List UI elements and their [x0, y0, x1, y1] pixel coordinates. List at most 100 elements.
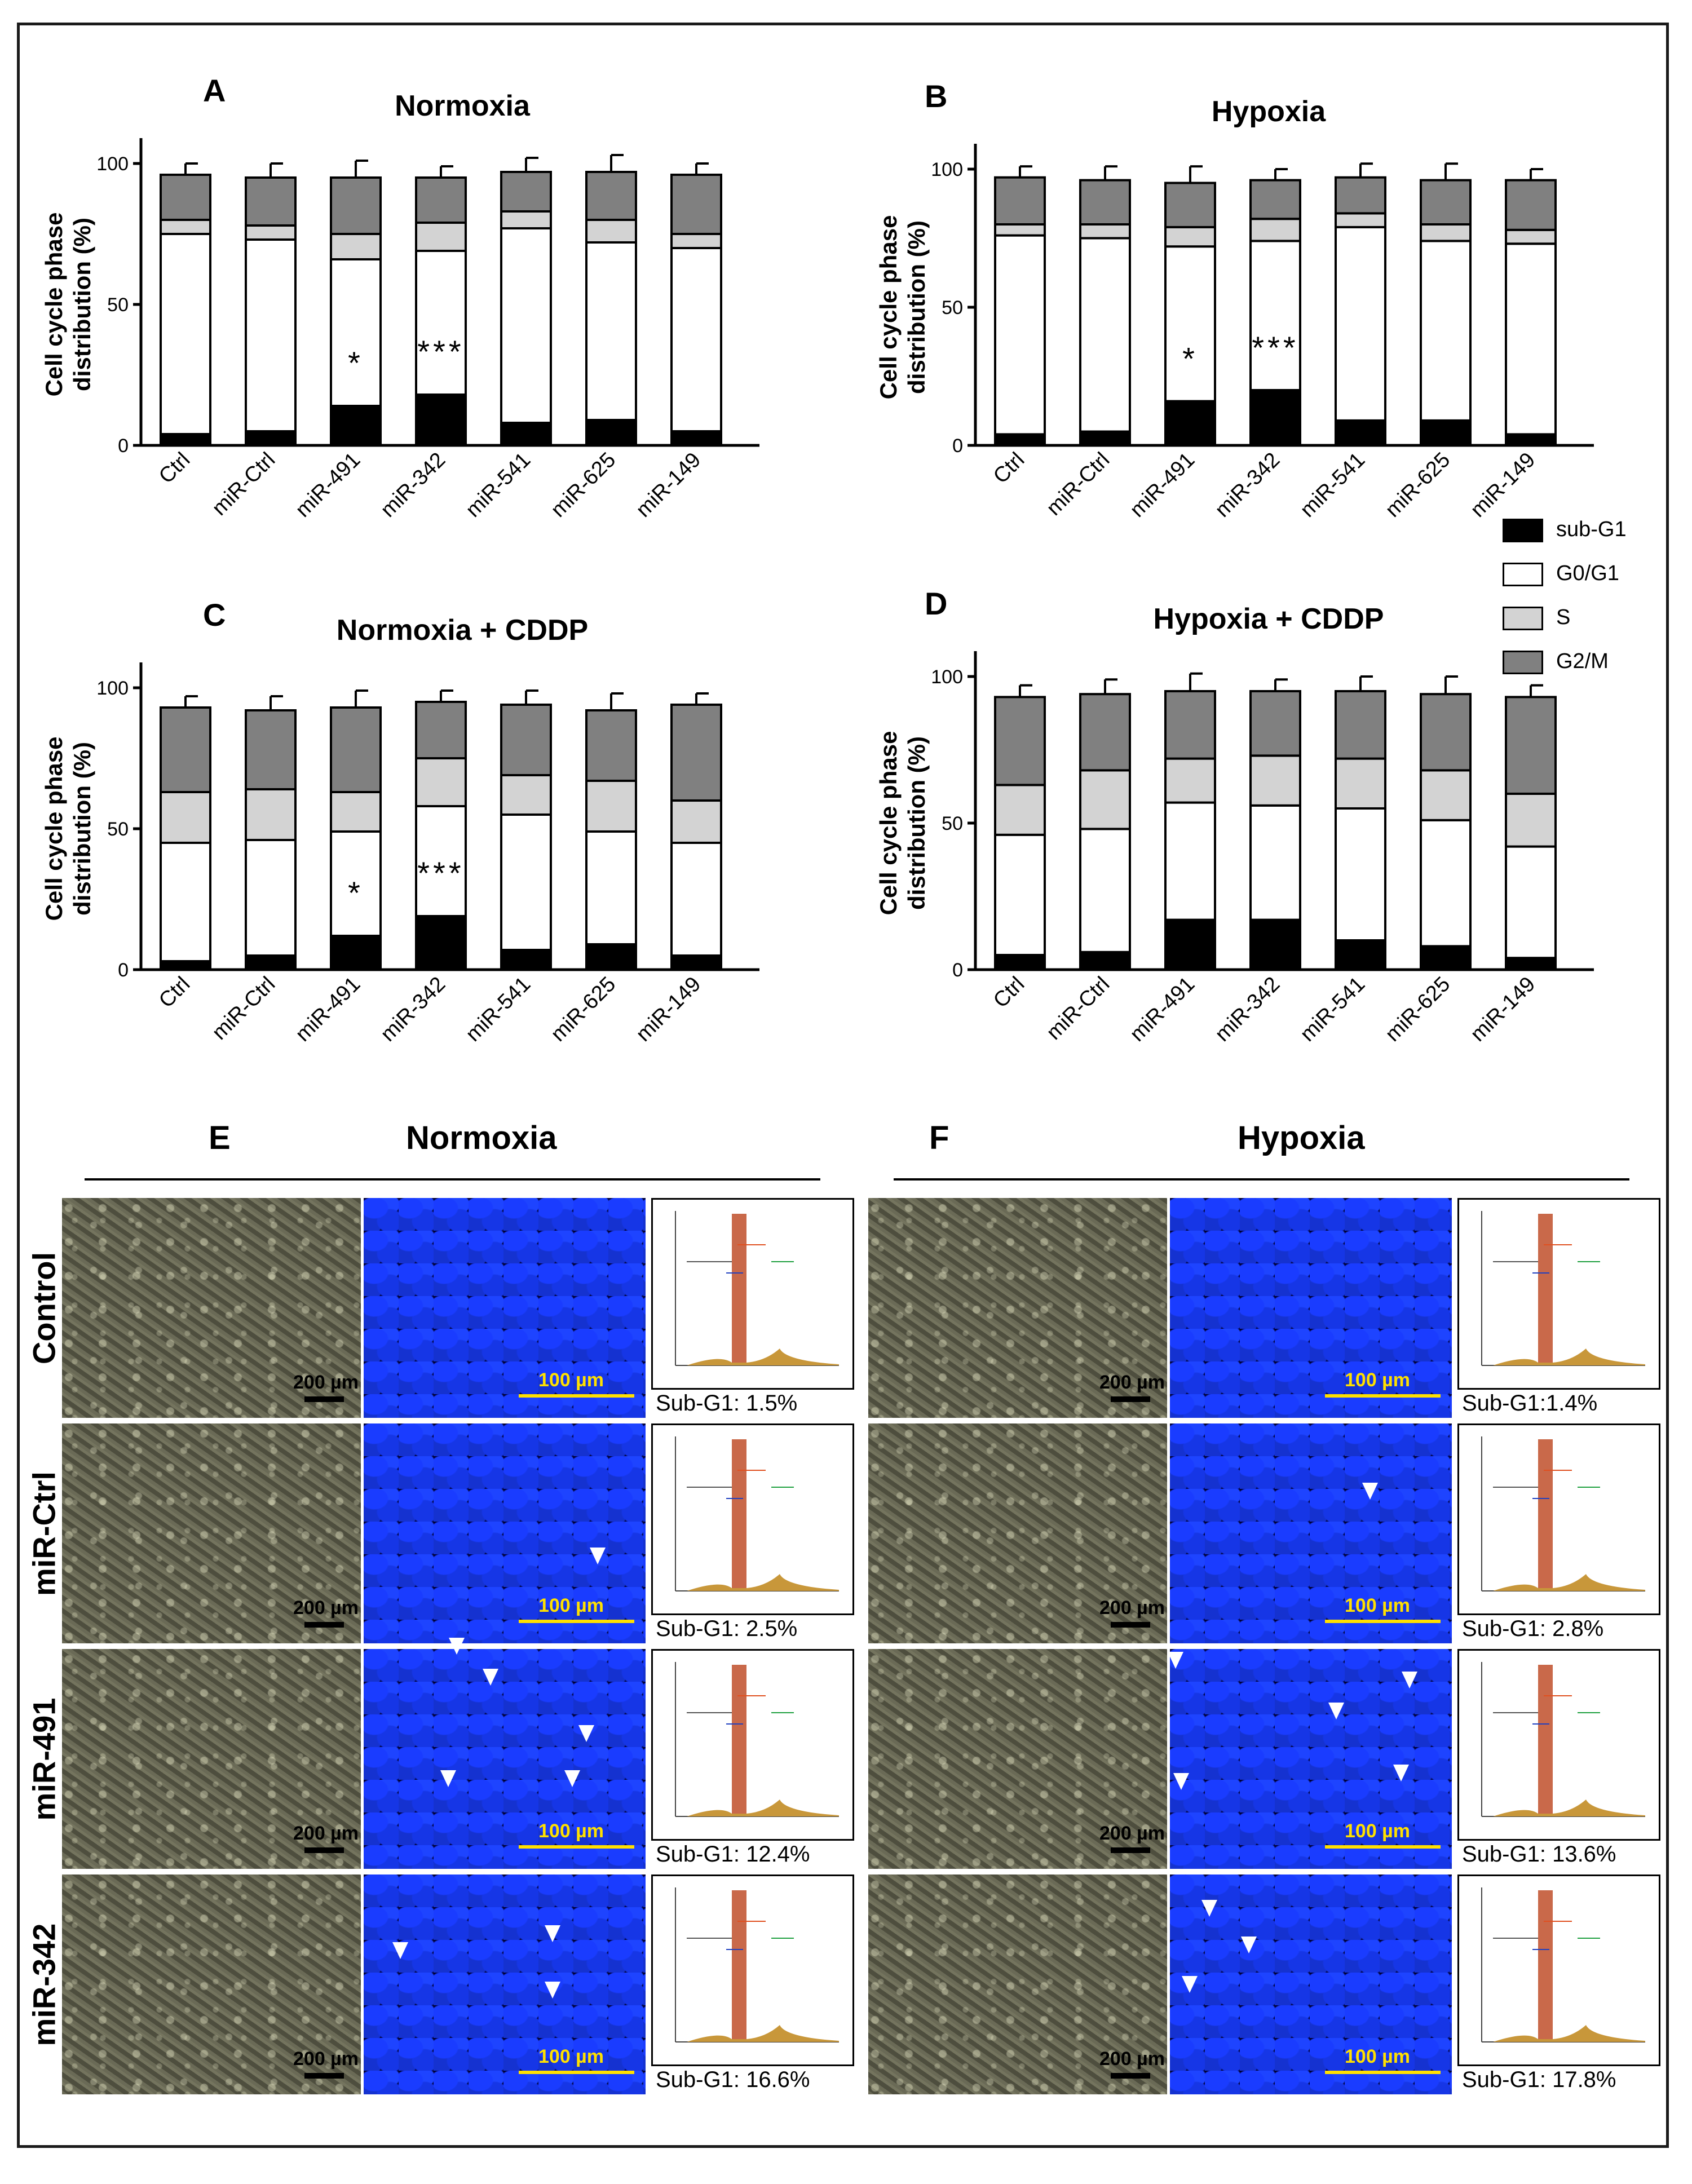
- bar-segment-s: [160, 791, 211, 844]
- phase-contrast-image: [868, 1198, 1167, 1418]
- bar-segment-s: [670, 233, 722, 249]
- chart-0-ytick-label: 50: [107, 294, 129, 316]
- chart-1-ylabel-line2: distribution (%): [903, 220, 930, 394]
- histogram-mark: [687, 1574, 839, 1591]
- bar-segment-sub-g1: [415, 915, 467, 971]
- histogram-mark: [1493, 1349, 1645, 1365]
- bar-segment-g0-g1: [1335, 226, 1386, 422]
- bar-segment-g2-m: [1420, 179, 1472, 226]
- category-label: miR-491: [291, 448, 365, 522]
- histogram-mark: [687, 1349, 839, 1365]
- dapi-image: [364, 1649, 646, 1869]
- bar-segment-g0-g1: [1505, 242, 1557, 436]
- chart-0-ylabel-line2: distribution (%): [69, 218, 95, 391]
- bar-segment-sub-g1: [1164, 400, 1216, 446]
- dapi-scale-bar: [519, 1394, 634, 1398]
- legend-swatch-g2-m: [1503, 651, 1543, 674]
- apoptosis-arrow-icon: [590, 1548, 606, 1564]
- category-label: miR-149: [631, 448, 705, 522]
- flow-histogram-plot: [1481, 1211, 1645, 1366]
- histogram-mark: [687, 1800, 839, 1816]
- dapi-scale-bar: [519, 1845, 634, 1849]
- panel-f-rule: [894, 1178, 1629, 1181]
- legend-swatch-sub-g1: [1503, 519, 1543, 542]
- bar-segment-s: [330, 233, 382, 260]
- bar-segment-g0-g1: [1420, 240, 1472, 422]
- flow-histogram-plot: [675, 1436, 839, 1591]
- bar-segment-sub-g1: [1335, 419, 1386, 447]
- category-label: miR-541: [1296, 972, 1369, 1046]
- panel-f-letter: F: [929, 1120, 949, 1156]
- legend-swatch-s: [1503, 607, 1543, 630]
- phase-scale-label: 200 µm: [293, 1372, 359, 1393]
- row-label-mir-342: miR-342: [26, 1923, 62, 2046]
- bar-segment-s: [415, 222, 467, 252]
- subg1-percentage: Sub-G1: 17.8%: [1462, 2067, 1616, 2092]
- subg1-percentage: Sub-G1: 1.5%: [656, 1391, 798, 1416]
- bar-segment-g0-g1: [1164, 801, 1216, 921]
- bar-segment-sub-g1: [330, 935, 382, 971]
- flow-histogram-plot: [1481, 1887, 1645, 2042]
- bar-segment-s: [1505, 793, 1557, 848]
- bar-segment-g2-m: [994, 696, 1046, 786]
- apoptosis-arrow-icon: [1182, 1976, 1198, 1993]
- dapi-image: [364, 1874, 646, 2094]
- bar-segment-g2-m: [1164, 182, 1216, 228]
- histogram-mark: [732, 1214, 746, 1365]
- significance-marker: ***: [417, 855, 464, 891]
- bar-segment-g0-g1: [245, 238, 297, 432]
- chart-1-ylabel-line1: Cell cycle phase: [875, 215, 902, 400]
- bar-segment-g2-m: [330, 176, 382, 235]
- dapi-image: [364, 1423, 646, 1643]
- bar-segment-sub-g1: [994, 433, 1046, 447]
- significance-marker: ***: [1252, 330, 1298, 365]
- subg1-percentage: Sub-G1: 2.5%: [656, 1616, 798, 1641]
- bar-segment-g2-m: [245, 176, 297, 227]
- bar-segment-g0-g1: [994, 234, 1046, 436]
- bar-segment-s: [994, 784, 1046, 836]
- bar-segment-s: [1335, 757, 1386, 810]
- bar-segment-g2-m: [670, 174, 722, 235]
- bar-segment-g0-g1: [670, 247, 722, 432]
- apoptosis-arrow-icon: [1328, 1703, 1344, 1719]
- chart-3-title: Hypoxia + CDDP: [1154, 603, 1384, 635]
- bar-segment-s: [994, 223, 1046, 237]
- bar-segment-sub-g1: [160, 433, 211, 446]
- bar-segment-g2-m: [1335, 690, 1386, 760]
- category-label: miR-342: [1211, 972, 1284, 1046]
- chart-3-ytick-label: 50: [942, 813, 963, 834]
- legend-label: sub-G1: [1556, 518, 1627, 541]
- apoptosis-arrow-icon: [1393, 1765, 1409, 1781]
- bar-segment-g2-m: [1249, 179, 1301, 220]
- dapi-scale-label: 100 µm: [538, 2046, 604, 2067]
- panel-e-title: Normoxia: [406, 1120, 557, 1156]
- phase-scale-bar: [1111, 1847, 1150, 1853]
- flow-histogram: [651, 1649, 854, 1841]
- chart-0-ytick-label: 0: [118, 435, 129, 457]
- histogram-mark: [1538, 1890, 1553, 2042]
- bar-segment-g2-m: [1079, 693, 1131, 772]
- chart-2-ytick-label: 50: [107, 819, 129, 840]
- bar-segment-s: [1164, 757, 1216, 804]
- category-label: Ctrl: [154, 448, 195, 488]
- category-label: miR-541: [1296, 448, 1369, 522]
- chart-1-ytick-label: 100: [931, 159, 963, 180]
- phase-scale-bar: [304, 1847, 344, 1853]
- category-label: miR-149: [1466, 448, 1540, 522]
- bar-segment-sub-g1: [160, 960, 211, 971]
- flow-histogram: [651, 1423, 854, 1615]
- bar-segment-s: [1505, 228, 1557, 245]
- bar-segment-sub-g1: [330, 405, 382, 446]
- chart-2-ytick-label: 0: [118, 960, 129, 981]
- figure-frame: [17, 23, 1669, 2148]
- histogram-mark: [732, 1665, 746, 1816]
- chart-0-ytick-label: 100: [96, 153, 129, 175]
- bar-segment-sub-g1: [994, 954, 1046, 971]
- bar-segment-s: [585, 219, 637, 244]
- bar-segment-sub-g1: [670, 430, 722, 446]
- chart-1-ytick-label: 0: [952, 435, 963, 457]
- category-label: miR-342: [1211, 448, 1284, 522]
- histogram-mark: [732, 1439, 746, 1591]
- flow-histogram-plot: [675, 1887, 839, 2042]
